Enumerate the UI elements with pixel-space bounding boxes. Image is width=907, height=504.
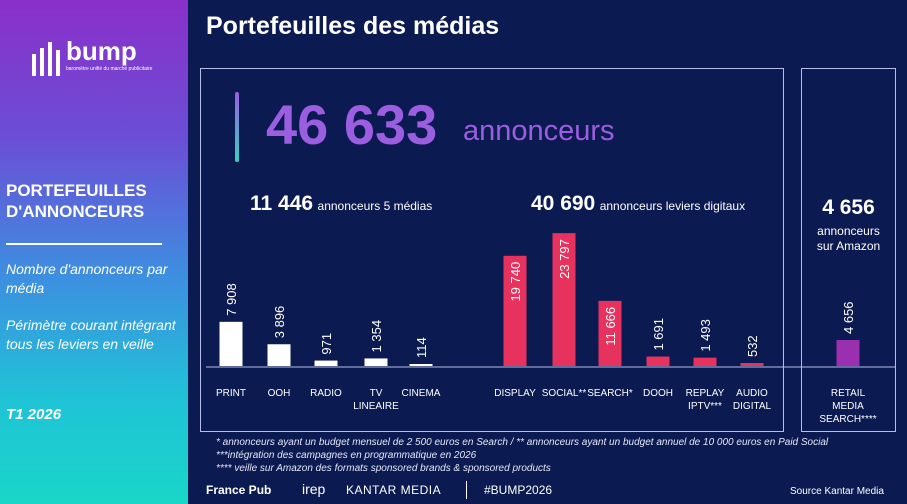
total-advertisers-value: 46 633 — [266, 93, 438, 156]
hashtag: #BUMP2026 — [484, 483, 553, 497]
category-label-0-0: PRINT — [216, 388, 246, 399]
logo-subtitle: baromètre unifié du marché publicitaire — [66, 66, 153, 72]
bar-5 — [503, 255, 527, 366]
category-label-10-0: AUDIO — [736, 388, 768, 399]
category-label-11-1: MEDIA — [832, 401, 864, 412]
group1-value: 11 446 — [250, 192, 314, 215]
value-label-0: 7 908 — [224, 283, 239, 316]
bar-2 — [314, 360, 338, 366]
footnote-2: ***intégration des campagnes en programm… — [216, 450, 477, 461]
group1-summary: 11 446 annonceurs 5 médias — [250, 192, 432, 216]
value-label-4: 114 — [414, 337, 429, 358]
category-label-6-0: SOCIAL** — [542, 388, 587, 399]
source-note: Source Kantar Media — [790, 486, 884, 497]
footnote-1: * annonceurs ayant un budget mensuel de … — [216, 437, 829, 448]
retail-summary: 4 656 annonceurs sur Amazon — [801, 196, 896, 254]
value-label-7: 11 666 — [603, 307, 618, 346]
sidebar-text-1: Nombre d'annonceurs par média — [6, 261, 168, 296]
group1-label: annonceurs 5 médias — [317, 199, 433, 213]
category-label-4-0: CINEMA — [402, 388, 441, 399]
france-pub-logo: France Pub — [206, 483, 272, 497]
bar-4 — [409, 364, 433, 366]
group2-label: annonceurs leviers digitaux — [599, 199, 746, 213]
sidebar-period: T1 2026 — [6, 406, 62, 423]
sidebar: bump baromètre unifié du marché publicit… — [0, 0, 188, 504]
logo-name: bump — [66, 36, 137, 66]
bar-3 — [364, 358, 388, 366]
category-label-8-0: DOOH — [643, 388, 673, 399]
bar-11 — [836, 340, 860, 366]
bar-6 — [552, 233, 576, 366]
group2-summary: 40 690 annonceurs leviers digitaux — [531, 192, 745, 216]
category-label-1-0: OOH — [268, 388, 291, 399]
value-label-6: 23 797 — [557, 239, 572, 279]
category-label-7-0: SEARCH* — [587, 388, 633, 399]
sidebar-text-2: Périmètre courant intégrant tous les lev… — [6, 317, 176, 352]
category-label-11-0: RETAIL — [831, 388, 866, 399]
category-label-3-1: LINEAIRE — [353, 401, 399, 412]
value-label-10: 532 — [745, 335, 760, 357]
bar-1 — [267, 344, 291, 366]
irep-logo: irep — [302, 481, 326, 497]
value-label-8: 1 691 — [651, 318, 666, 351]
value-label-3: 1 354 — [369, 320, 384, 353]
accent-bar — [235, 92, 239, 162]
group2-value: 40 690 — [531, 192, 596, 215]
category-label-10-1: DIGITAL — [733, 401, 772, 412]
footnotes: * annonceurs ayant un budget mensuel de … — [216, 436, 828, 475]
category-label-11-2: SEARCH**** — [819, 414, 876, 425]
sidebar-title: PORTEFEUILLES D'ANNONCEURS — [6, 181, 147, 221]
category-label-5-0: DISPLAY — [494, 388, 536, 399]
bar-9 — [693, 357, 717, 366]
category-label-9-0: REPLAY — [686, 388, 725, 399]
bar-0 — [219, 321, 243, 366]
footnote-3: **** veille sur Amazon des formats spons… — [216, 463, 551, 474]
bump-logo-icon — [32, 42, 60, 76]
retail-label-2: sur Amazon — [816, 239, 881, 253]
value-label-5: 19 740 — [508, 262, 523, 302]
total-advertisers-unit: annonceurs — [463, 115, 615, 147]
category-label-3-0: TV — [370, 388, 383, 399]
kantar-media-logo: KANTAR MEDIA — [346, 483, 442, 497]
value-label-11: 4 656 — [841, 301, 856, 334]
bar-7 — [598, 300, 622, 366]
retail-label-1: annonceurs — [817, 224, 880, 238]
bar-8 — [646, 356, 670, 366]
media-box — [200, 68, 784, 432]
page-title: Portefeuilles des médias — [206, 12, 500, 40]
sidebar-divider — [6, 243, 162, 245]
category-label-2-0: RADIO — [310, 388, 342, 399]
footer-divider — [466, 481, 467, 499]
retail-value: 4 656 — [822, 196, 875, 219]
value-label-2: 971 — [319, 333, 334, 355]
bar-10 — [740, 363, 764, 366]
value-label-9: 1 493 — [698, 319, 713, 352]
category-label-9-1: IPTV*** — [688, 401, 722, 412]
retail-box — [801, 68, 896, 432]
value-label-1: 3 896 — [272, 306, 287, 339]
